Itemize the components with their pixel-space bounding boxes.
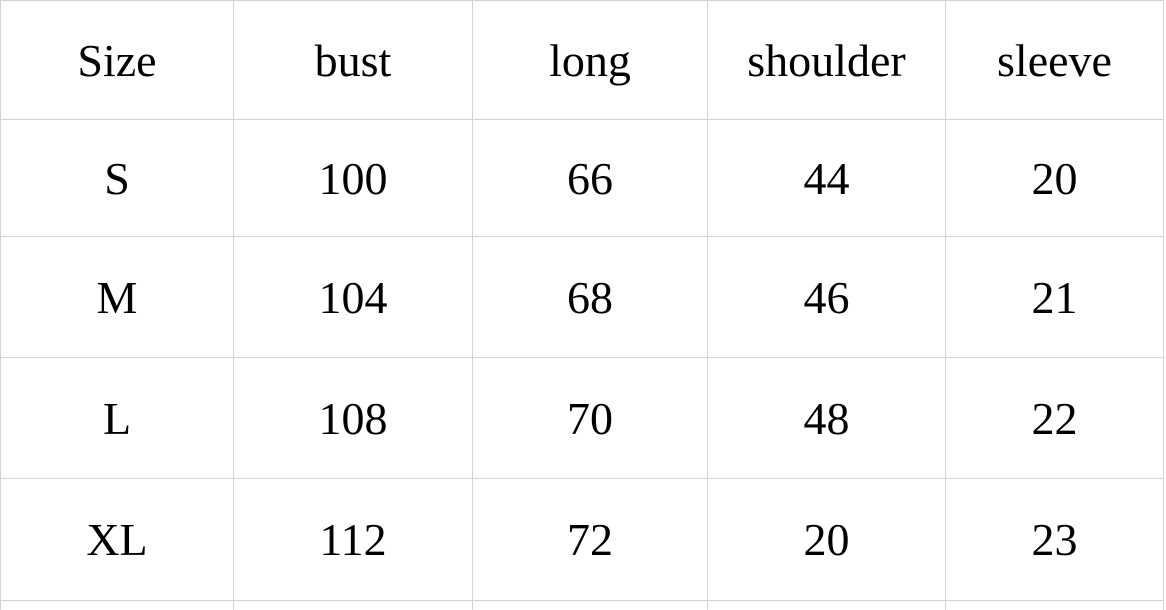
- cell-size: M: [0, 236, 234, 358]
- table-row-s: S 100 66 44 20: [0, 119, 1164, 237]
- table-row-m: M 104 68 46 21: [0, 236, 1164, 358]
- cell-shoulder: 48: [707, 357, 946, 479]
- header-cell-shoulder: shoulder: [707, 0, 946, 120]
- cell-bust: 108: [233, 357, 473, 479]
- cell-sleeve: 22: [945, 357, 1164, 479]
- header-row: Size bust long shoulder sleeve: [0, 0, 1164, 120]
- cell-bust: 100: [233, 119, 473, 237]
- header-cell-bust: bust: [233, 0, 473, 120]
- header-cell-size: Size: [0, 0, 234, 120]
- cell-shoulder: 46: [707, 236, 946, 358]
- cell-size: L: [0, 357, 234, 479]
- cell-shoulder: 44: [707, 119, 946, 237]
- cutoff-row: [0, 600, 1164, 610]
- cell-sleeve: 21: [945, 236, 1164, 358]
- header-cell-long: long: [472, 0, 708, 120]
- cell-size: S: [0, 119, 234, 237]
- cell-long: 66: [472, 119, 708, 237]
- header-cell-sleeve: sleeve: [945, 0, 1164, 120]
- cell-bust: 104: [233, 236, 473, 358]
- cell-long: 70: [472, 357, 708, 479]
- cell-sleeve: 23: [945, 478, 1164, 601]
- cell-size: XL: [0, 478, 234, 601]
- table-row-l: L 108 70 48 22: [0, 357, 1164, 479]
- cell-sleeve: 20: [945, 119, 1164, 237]
- cell-long: 68: [472, 236, 708, 358]
- cell-bust: 112: [233, 478, 473, 601]
- table-row-xl: XL 112 72 20 23: [0, 478, 1164, 601]
- cell-shoulder: 20: [707, 478, 946, 601]
- cell-long: 72: [472, 478, 708, 601]
